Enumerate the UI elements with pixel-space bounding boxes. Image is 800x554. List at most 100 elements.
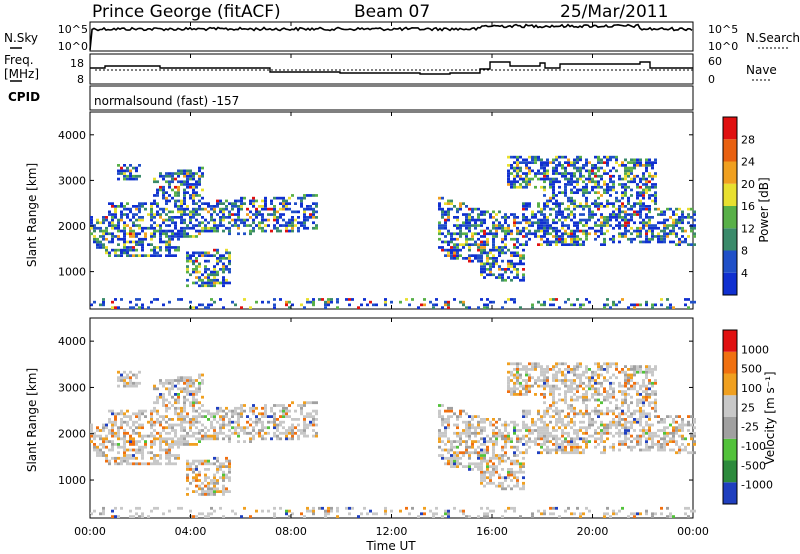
heatmap-cell	[588, 174, 591, 178]
colorbar-swatch	[723, 117, 737, 140]
heatmap-cell	[477, 445, 480, 449]
heatmap-cell	[546, 226, 549, 230]
heatmap-cell	[546, 365, 549, 368]
heatmap-cell	[198, 387, 201, 391]
heatmap-cell	[447, 462, 450, 466]
heatmap-cell	[591, 180, 594, 184]
heatmap-cell	[516, 484, 519, 488]
heatmap-cell	[627, 373, 630, 377]
heatmap-cell	[132, 443, 135, 446]
heatmap-cell	[597, 362, 600, 366]
heatmap-cell	[579, 373, 582, 377]
heatmap-cell	[345, 298, 348, 301]
heatmap-cell	[186, 493, 189, 496]
heatmap-cell	[633, 412, 636, 416]
heatmap-cell	[594, 431, 597, 435]
heatmap-cell	[117, 243, 120, 246]
heatmap-cell	[606, 393, 609, 396]
heatmap-cell	[102, 243, 105, 246]
heatmap-cell	[540, 418, 543, 421]
heatmap-cell	[522, 268, 525, 271]
heatmap-cell	[483, 246, 486, 249]
heatmap-cell	[285, 303, 288, 307]
heatmap-cell	[573, 406, 576, 410]
heatmap-cell	[186, 268, 189, 271]
heatmap-cell	[177, 376, 180, 380]
heatmap-cell	[447, 251, 450, 255]
heatmap-cell	[579, 205, 582, 208]
heatmap-cell	[315, 434, 318, 438]
heatmap-cell	[273, 298, 276, 301]
colorbar-swatch	[723, 206, 737, 229]
heatmap-cell	[330, 298, 333, 301]
heatmap-cell	[309, 415, 312, 418]
heatmap-cell	[99, 443, 102, 446]
heatmap-cell	[222, 278, 225, 282]
heatmap-cell	[633, 210, 636, 214]
heatmap-cell	[522, 368, 525, 371]
heatmap-cell	[531, 376, 534, 380]
heatmap-cell	[312, 506, 315, 510]
heatmap-cell	[597, 207, 600, 211]
heatmap-cell	[501, 484, 504, 488]
heatmap-cell	[252, 437, 255, 441]
heatmap-cell	[549, 440, 552, 443]
heatmap-cell	[105, 216, 108, 219]
heatmap-cell	[108, 448, 111, 452]
heatmap-cell	[165, 440, 168, 443]
heatmap-cell	[132, 221, 135, 225]
heatmap-cell	[621, 370, 624, 374]
heatmap-cell	[612, 434, 615, 438]
heatmap-cell	[210, 254, 213, 257]
heatmap-cell	[258, 221, 261, 225]
heatmap-cell	[183, 174, 186, 178]
heatmap-cell	[123, 243, 126, 246]
heatmap-cell	[645, 448, 648, 452]
heatmap-cell	[210, 412, 213, 416]
heatmap-cell	[195, 207, 198, 211]
heatmap-cell	[279, 213, 282, 216]
heatmap-cell	[303, 429, 306, 432]
heatmap-cell	[216, 202, 219, 205]
heatmap-cell	[540, 243, 543, 246]
heatmap-cell	[204, 268, 207, 271]
heatmap-cell	[282, 415, 285, 418]
heatmap-cell	[120, 420, 123, 424]
heatmap-cell	[504, 426, 507, 430]
heatmap-cell	[594, 221, 597, 225]
heatmap-cell	[114, 248, 117, 252]
heatmap-cell	[429, 300, 432, 304]
heatmap-cell	[240, 406, 243, 410]
heatmap-cell	[672, 437, 675, 441]
heatmap-cell	[132, 456, 135, 460]
heatmap-cell	[510, 180, 513, 184]
heatmap-cell	[564, 509, 567, 513]
heatmap-cell	[693, 213, 696, 216]
heatmap-cell	[528, 412, 531, 416]
heatmap-cell	[225, 278, 228, 282]
time-axis: 00:00 04:00 08:00 12:00 16:00 20:00 00:00	[74, 22, 709, 538]
heatmap-cell	[267, 207, 270, 211]
heatmap-cell	[660, 418, 663, 421]
heatmap-cell	[522, 202, 525, 205]
heatmap-cell	[138, 202, 141, 205]
heatmap-cell	[516, 365, 519, 368]
heatmap-cell	[546, 370, 549, 374]
heatmap-cell	[489, 270, 492, 274]
heatmap-cell	[363, 506, 366, 510]
heatmap-cell	[288, 404, 291, 407]
heatmap-cell	[210, 493, 213, 496]
heatmap-cell	[453, 205, 456, 208]
heatmap-cell	[627, 221, 630, 225]
heatmap-cell	[159, 174, 162, 178]
heatmap-cell	[666, 226, 669, 230]
heatmap-cell	[159, 437, 162, 441]
heatmap-cell	[693, 434, 696, 438]
heatmap-cell	[123, 246, 126, 249]
heatmap-cell	[234, 420, 237, 424]
heatmap-cell	[525, 161, 528, 164]
heatmap-cell	[561, 243, 564, 246]
heatmap-cell	[228, 213, 231, 216]
velocity-cbar-label: Velocity [m s⁻¹]	[763, 371, 777, 464]
